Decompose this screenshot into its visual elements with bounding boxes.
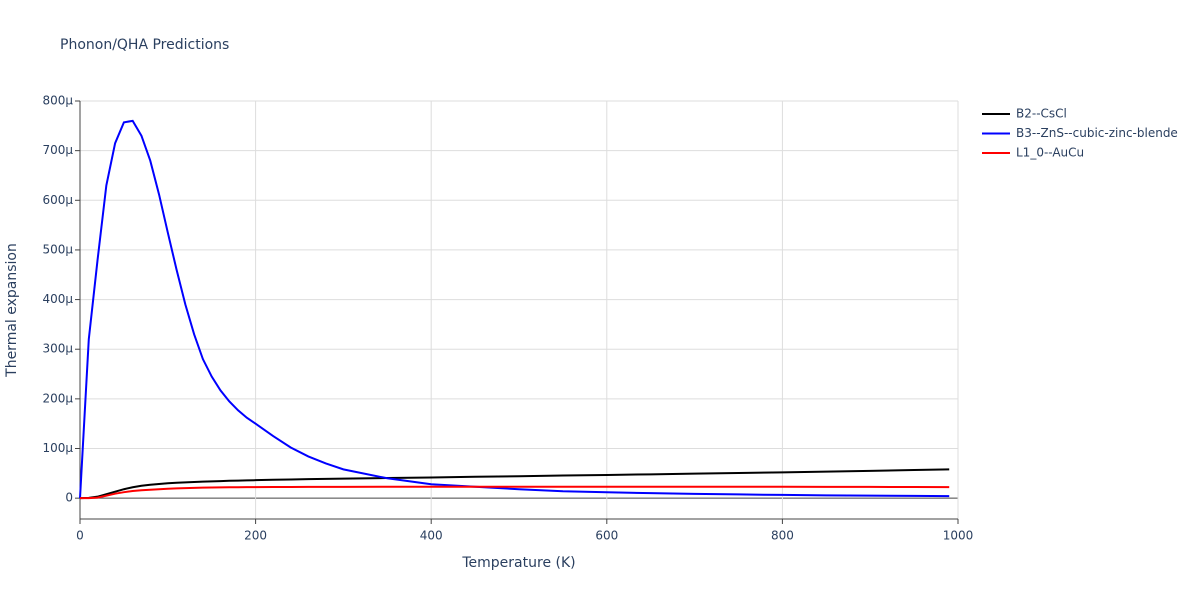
y-axis-title: Thermal expansion xyxy=(4,243,20,378)
y-tick-label: 300μ xyxy=(42,342,73,356)
series-line xyxy=(79,468,950,500)
x-axis-title: Temperature (K) xyxy=(461,555,575,571)
legend-label: B3--ZnS--cubic-zinc-blende xyxy=(1016,126,1178,140)
x-tick-label: 1000 xyxy=(943,529,974,543)
series-line xyxy=(80,485,950,500)
x-tick-label: 800 xyxy=(771,529,794,543)
y-tick-label: 800μ xyxy=(42,94,73,108)
y-tick-label: 200μ xyxy=(42,391,73,405)
chart-title: Phonon/QHA Predictions xyxy=(60,37,229,53)
y-tick-label: 700μ xyxy=(42,143,73,157)
legend-label: L1_0--AuCu xyxy=(1016,146,1084,160)
legend-label: B2--CsCl xyxy=(1016,107,1067,121)
x-tick-label: 400 xyxy=(420,529,443,543)
x-tick-label: 0 xyxy=(76,529,84,543)
y-tick-label: 500μ xyxy=(42,242,73,256)
series-line xyxy=(79,119,950,499)
y-tick-label: 600μ xyxy=(42,193,73,207)
y-tick-label: 0 xyxy=(65,491,73,505)
x-tick-label: 600 xyxy=(595,529,618,543)
y-tick-label: 100μ xyxy=(42,441,73,455)
y-tick-label: 400μ xyxy=(42,292,73,306)
x-tick-label: 200 xyxy=(244,529,267,543)
